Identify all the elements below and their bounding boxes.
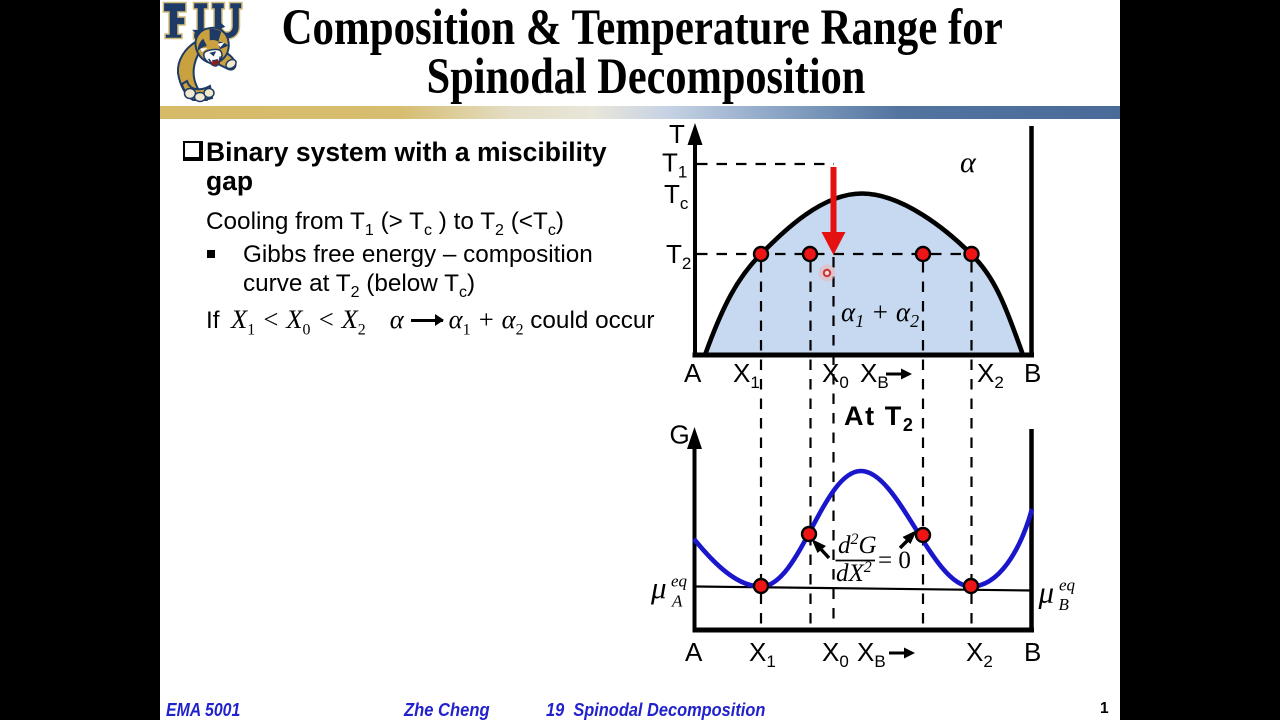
svg-text:Tc: Tc xyxy=(664,179,689,213)
svg-text:B: B xyxy=(1024,358,1041,388)
svg-text:XB: XB xyxy=(857,637,886,671)
svg-text:X2: X2 xyxy=(977,358,1004,392)
svg-text:T2: T2 xyxy=(666,239,691,273)
svg-text:B: B xyxy=(1059,595,1070,614)
svg-text:= 0: = 0 xyxy=(878,547,911,574)
svg-text:μ: μ xyxy=(1038,575,1055,610)
svg-text:A: A xyxy=(684,358,702,388)
svg-text:X0: X0 xyxy=(822,358,849,392)
svg-text:α: α xyxy=(960,146,977,179)
svg-text:A: A xyxy=(671,592,683,611)
svg-text:α1 + α2: α1 + α2 xyxy=(841,297,919,331)
svg-text:X1: X1 xyxy=(749,637,776,671)
svg-text:μ: μ xyxy=(650,570,667,605)
svg-text:B: B xyxy=(1024,637,1041,667)
svg-text:T: T xyxy=(669,119,685,149)
svg-text:At T2: At T2 xyxy=(844,401,915,435)
svg-text:eq: eq xyxy=(1059,576,1076,595)
svg-text:eq: eq xyxy=(671,572,688,591)
svg-text:dX2: dX2 xyxy=(836,559,872,587)
svg-text:d2G: d2G xyxy=(838,531,877,559)
svg-text:X0: X0 xyxy=(822,637,849,671)
svg-text:T1: T1 xyxy=(662,148,687,182)
svg-text:X1: X1 xyxy=(733,358,760,392)
svg-text:A: A xyxy=(685,637,703,667)
svg-text:X2: X2 xyxy=(966,637,993,671)
svg-text:G: G xyxy=(670,420,690,450)
svg-text:XB: XB xyxy=(860,358,889,392)
